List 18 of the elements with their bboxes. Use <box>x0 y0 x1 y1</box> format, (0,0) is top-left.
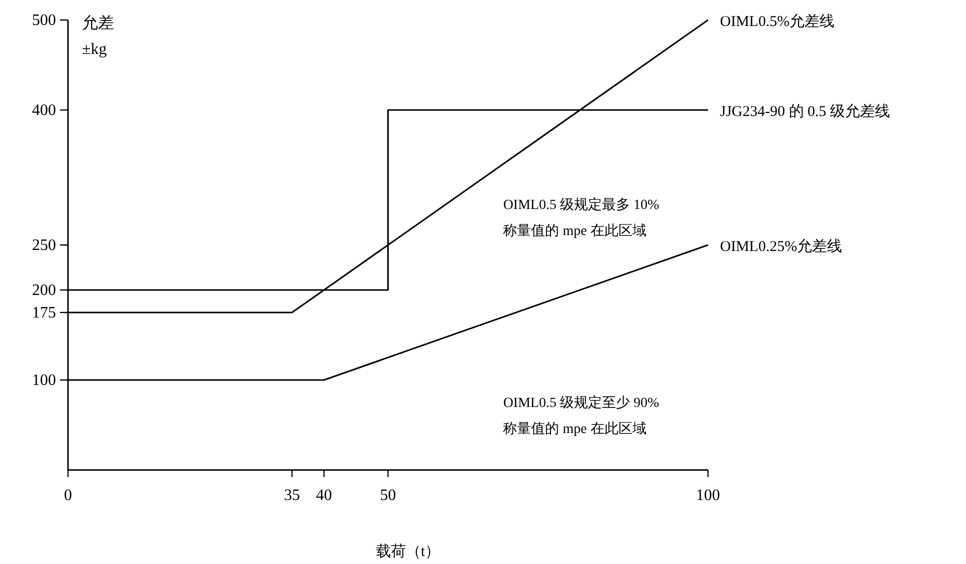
series-label: OIML0.25%允差线 <box>720 238 842 255</box>
x-axis-title: 载荷（t） <box>376 543 440 560</box>
x-tick-label: 35 <box>284 487 300 504</box>
x-tick-label: 100 <box>696 487 720 504</box>
x-tick-label: 50 <box>380 487 396 504</box>
y-tick-label: 100 <box>32 372 56 389</box>
annotation: OIML0.5 级规定至少 90% 称量值的 mpe 在此区域 <box>503 395 660 437</box>
y-tick-label: 400 <box>32 102 56 119</box>
y-tick-label: 175 <box>32 304 56 322</box>
y-tick-label: 250 <box>32 237 56 254</box>
x-tick-label: 0 <box>64 487 72 504</box>
annotation: OIML0.5 级规定最多 10% 称量值的 mpe 在此区域 <box>503 197 660 239</box>
y-tick-label: 200 <box>32 282 56 299</box>
series-label: JJG234-90 的 0.5 级允差线 <box>720 103 890 120</box>
y-tick-label: 500 <box>32 12 56 29</box>
series-label: OIML0.5%允差线 <box>720 13 835 30</box>
x-tick-label: 40 <box>316 487 332 504</box>
y-axis-title: 允差 ±kg <box>82 14 114 58</box>
